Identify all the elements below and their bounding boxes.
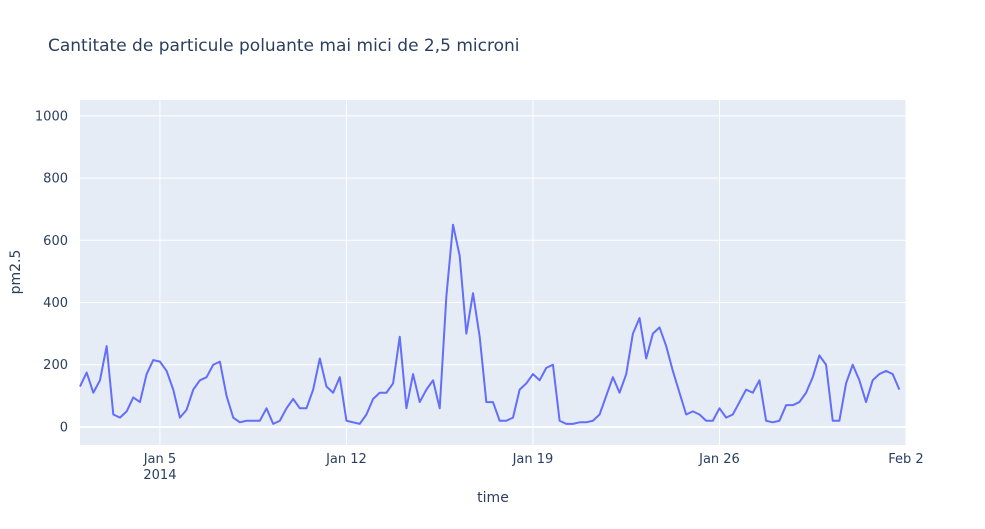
x-tick-label: Jan 26 (698, 452, 740, 467)
x-tick-label: Jan 12 (325, 452, 367, 467)
data-line (79, 223, 901, 425)
x-tick-label: Jan 5 2014 (143, 452, 177, 483)
plot-area (80, 100, 906, 445)
y-tick-label: 0 (60, 420, 68, 435)
y-axis-title: pm2.5 (8, 250, 24, 295)
y-tick-label: 1000 (35, 109, 68, 124)
chart-title: Cantitate de particule poluante mai mici… (48, 36, 520, 56)
y-tick-label: 800 (43, 172, 68, 187)
y-tick-label: 600 (43, 234, 68, 249)
y-tick-label: 200 (43, 358, 68, 373)
x-tick-label: Jan 19 (512, 452, 554, 467)
y-tick-label: 400 (43, 296, 68, 311)
x-tick-label: Feb 2 (888, 452, 923, 467)
x-axis-title: time (477, 490, 509, 506)
